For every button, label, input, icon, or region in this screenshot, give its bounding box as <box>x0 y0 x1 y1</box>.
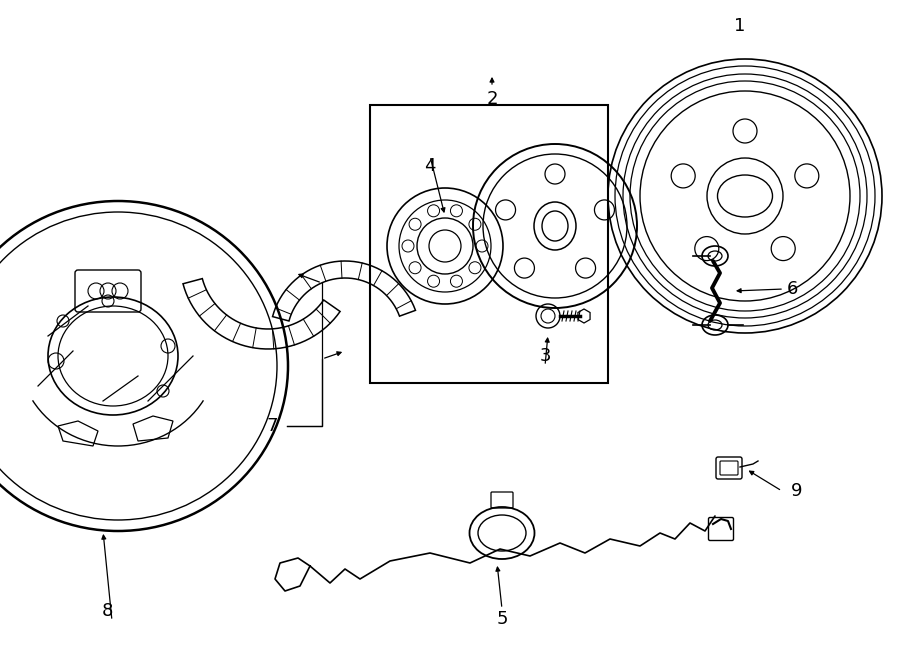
Text: 3: 3 <box>539 347 551 365</box>
Text: 5: 5 <box>496 610 508 628</box>
Text: 1: 1 <box>734 17 746 35</box>
Text: 8: 8 <box>102 602 112 620</box>
Text: 7: 7 <box>266 417 278 435</box>
Text: 4: 4 <box>424 157 436 175</box>
Bar <box>370 105 608 383</box>
Text: 6: 6 <box>787 280 797 298</box>
Text: 9: 9 <box>791 482 803 500</box>
Text: 2: 2 <box>486 90 498 108</box>
